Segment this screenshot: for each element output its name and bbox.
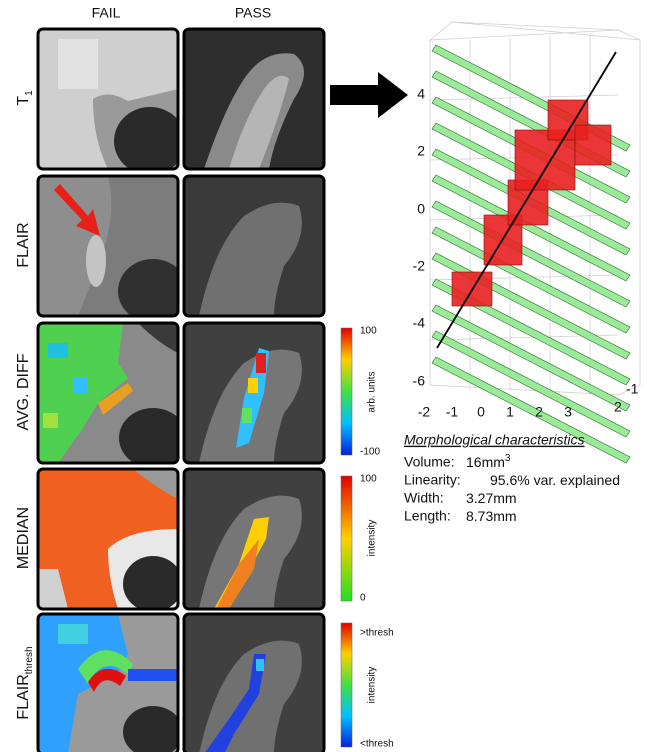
arrow (330, 72, 408, 118)
panel (182, 27, 326, 171)
morph-value-sup: 3 (505, 453, 511, 464)
plane (431, 200, 631, 308)
column-header: PASS (235, 5, 271, 21)
morph-value-text: 95.6% var. explained (490, 472, 620, 488)
x-tick-label: 1 (506, 404, 514, 420)
morph-value: 95.6% var. explained (490, 472, 620, 488)
plane (431, 356, 631, 464)
plane (431, 330, 631, 438)
y-tick-label: 4 (417, 86, 425, 102)
y-tick-label: -2 (413, 258, 426, 274)
plot-3d: 420-2-4-6-2 -1 0 1 2 3-12 (413, 21, 641, 464)
morph-value-text: 8.73mm (466, 508, 517, 524)
x-tick-label: -2 (418, 404, 431, 420)
colorbar-unit: arb. units (367, 371, 378, 412)
principal-axis (436, 51, 617, 349)
row-label: T1 (15, 90, 34, 106)
cubes (451, 99, 612, 307)
colorbar-max: 100 (360, 326, 377, 337)
colorbar-max: >thresh (360, 628, 394, 639)
colorbar (340, 622, 353, 748)
morph-value: 8.73mm (466, 508, 517, 524)
row-label: AVG. DIFF (15, 353, 32, 430)
panel (36, 467, 180, 611)
plane (431, 226, 631, 334)
morph-label: Width: (404, 490, 444, 506)
morphology-title: Morphological characteristics (404, 432, 585, 448)
row-label-main: T (15, 96, 32, 106)
colorbar-min: 0 (360, 593, 366, 604)
morph-value-text: 3.27mm (466, 490, 517, 506)
colorbar-unit: intensity (367, 520, 378, 557)
x-tick-label: 0 (477, 404, 485, 420)
colorbar-unit: intensity (367, 667, 378, 704)
morph-value: 3.27mm (466, 490, 517, 506)
colorbar-max: 100 (360, 474, 377, 485)
colorbar (340, 327, 353, 456)
row-label: MEDIAN (15, 507, 32, 569)
panel (36, 612, 180, 752)
row-label-text: T1 (15, 90, 34, 106)
x-tick-label: -1 (446, 404, 459, 420)
morph-label: Volume: (404, 454, 455, 470)
row-label-text: AVG. DIFF (15, 353, 32, 430)
z-tick-label: 2 (614, 399, 622, 415)
colorbar (340, 475, 353, 602)
cube (574, 124, 612, 166)
colorbar-min: <thresh (360, 739, 394, 750)
panel (36, 27, 180, 171)
plane (431, 304, 631, 412)
row-label-sub: thresh (24, 646, 35, 674)
morph-value: 16mm3 (466, 453, 511, 470)
morph-value-text: 16mm (466, 454, 505, 470)
panel (36, 321, 180, 465)
row-label: FLAIR (15, 222, 32, 267)
y-tick-label: -4 (413, 315, 426, 331)
row-label-text: MEDIAN (15, 507, 32, 569)
row-label-main: FLAIR (15, 674, 32, 719)
y-tick-label: 0 (417, 201, 425, 217)
y-tick-label: -6 (413, 373, 426, 389)
morph-label: Length: (404, 508, 451, 524)
y-tick-label: 2 (417, 143, 425, 159)
row-label-sub: 1 (24, 90, 35, 96)
row-label: FLAIRthresh (15, 646, 34, 719)
z-tick-label: -1 (626, 381, 639, 397)
morph-label: Linearity: (404, 472, 461, 488)
row-label-text: FLAIRthresh (15, 646, 34, 719)
panel (182, 174, 326, 318)
planes (431, 44, 631, 464)
x-tick-label: 2 (535, 404, 543, 420)
panel (182, 612, 326, 752)
row-label-text: FLAIR (15, 222, 32, 267)
ticks: 420-2-4-6-2 -1 0 1 2 3-12 (413, 86, 639, 420)
colorbar-min: -100 (360, 447, 380, 458)
column-header: FAIL (92, 5, 121, 21)
morphology-list: Volume: 16mm3 Linearity: 95.6% var. explain… (404, 453, 620, 524)
x-tick-label: 3 (564, 404, 572, 420)
plane (431, 174, 631, 282)
panel (182, 467, 326, 611)
panel (36, 174, 180, 318)
panel (182, 321, 326, 465)
